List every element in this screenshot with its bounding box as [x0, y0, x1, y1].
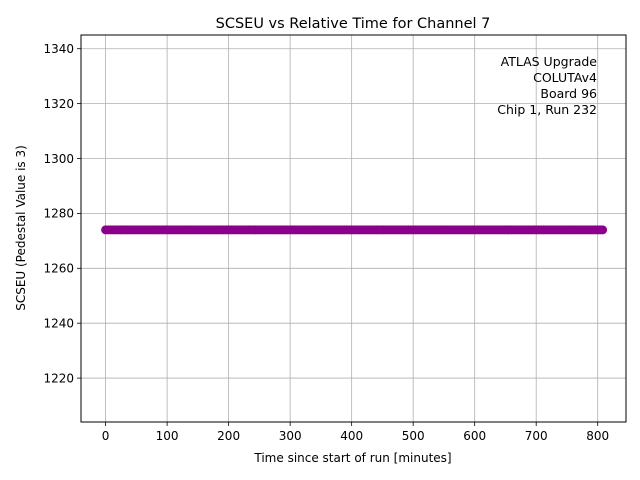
y-axis-ticks: 1220 1240 1260 1280 1300 1320 1340 [43, 42, 81, 385]
plot-area-frame [80, 34, 627, 423]
data-point [598, 225, 608, 235]
x-tick-label: 800 [586, 429, 609, 443]
x-tick-label: 600 [463, 429, 486, 443]
y-tick-label: 1300 [43, 152, 74, 166]
x-tick-label: 0 [102, 429, 110, 443]
x-axis-ticks: 0 100 200 300 400 500 600 700 800 [102, 422, 609, 443]
x-tick-label: 700 [525, 429, 548, 443]
y-tick-label: 1320 [43, 97, 74, 111]
annotation-line: ATLAS Upgrade [501, 54, 598, 69]
y-tick-label: 1280 [43, 207, 74, 221]
x-tick-label: 500 [402, 429, 425, 443]
y-tick-label: 1240 [43, 316, 74, 330]
y-axis-label: SCSEU (Pedestal Value is 3) [14, 145, 28, 311]
y-tick-label: 1340 [43, 42, 74, 56]
x-tick-label: 100 [156, 429, 179, 443]
y-tick-label: 1220 [43, 371, 74, 385]
annotation-line: Chip 1, Run 232 [497, 102, 597, 117]
x-axis-label: Time since start of run [minutes] [253, 451, 451, 465]
x-tick-label: 400 [340, 429, 363, 443]
data-points [101, 225, 608, 235]
x-tick-label: 300 [279, 429, 302, 443]
y-tick-label: 1260 [43, 262, 74, 276]
chart-title: SCSEU vs Relative Time for Channel 7 [216, 16, 491, 32]
annotation-line: Board 96 [540, 86, 597, 101]
x-tick-label: 200 [217, 429, 240, 443]
annotation-line: COLUTAv4 [533, 70, 597, 85]
